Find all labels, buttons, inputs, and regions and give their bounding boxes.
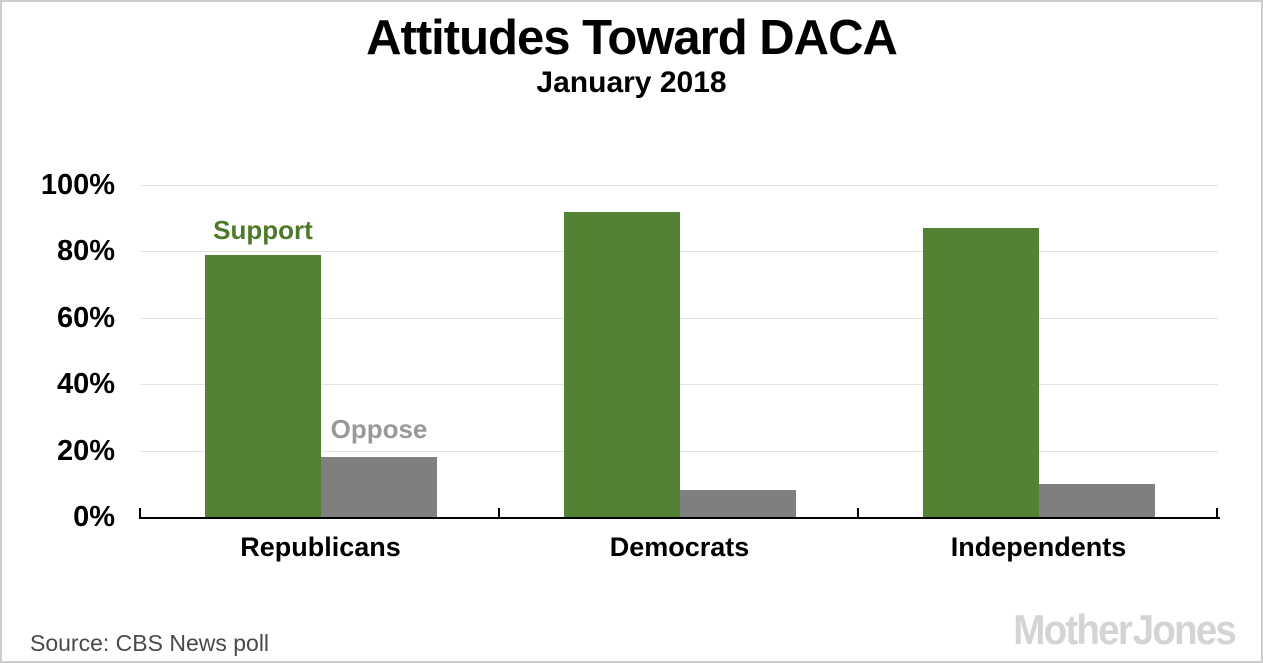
series-label-oppose: Oppose: [330, 414, 428, 444]
bar-oppose-republicans: [321, 457, 437, 517]
bar-support-independents: [923, 228, 1039, 517]
x-category-label-democrats: Democrats: [609, 532, 750, 562]
y-tick-label-100: 100%: [40, 169, 115, 201]
gridline-100: [141, 185, 1218, 186]
bar-oppose-democrats: [680, 490, 796, 517]
y-tick-label-80: 80%: [56, 235, 115, 268]
bar-oppose-independents: [1039, 483, 1155, 517]
y-axis-labels: 100% 80% 60% 40% 20% 0%: [2, 2, 115, 661]
bar-support-democrats: [564, 211, 680, 517]
y-tick-label-20: 20%: [56, 434, 115, 467]
motherjones-logo: Mother Jones: [1013, 606, 1237, 653]
x-axis-tick-3: [1216, 508, 1218, 517]
x-axis-tick-0: [139, 508, 141, 517]
y-tick-label-60: 60%: [56, 301, 115, 334]
x-axis-line: [139, 517, 1220, 519]
x-category-label-republicans: Republicans: [240, 532, 401, 562]
chart-title: Attitudes Toward DACA: [366, 11, 898, 65]
bar-support-republicans: [205, 254, 321, 517]
x-axis-tick-2: [857, 508, 859, 517]
x-category-label-independents: Independents: [950, 532, 1127, 562]
source-note: Source: CBS News poll: [30, 630, 270, 656]
y-tick-label-0: 0%: [73, 501, 115, 533]
chart-subtitle: January 2018: [536, 66, 727, 99]
y-tick-label-40: 40%: [56, 368, 115, 401]
x-axis-tick-1: [498, 508, 500, 517]
series-label-support: Support: [213, 215, 313, 245]
